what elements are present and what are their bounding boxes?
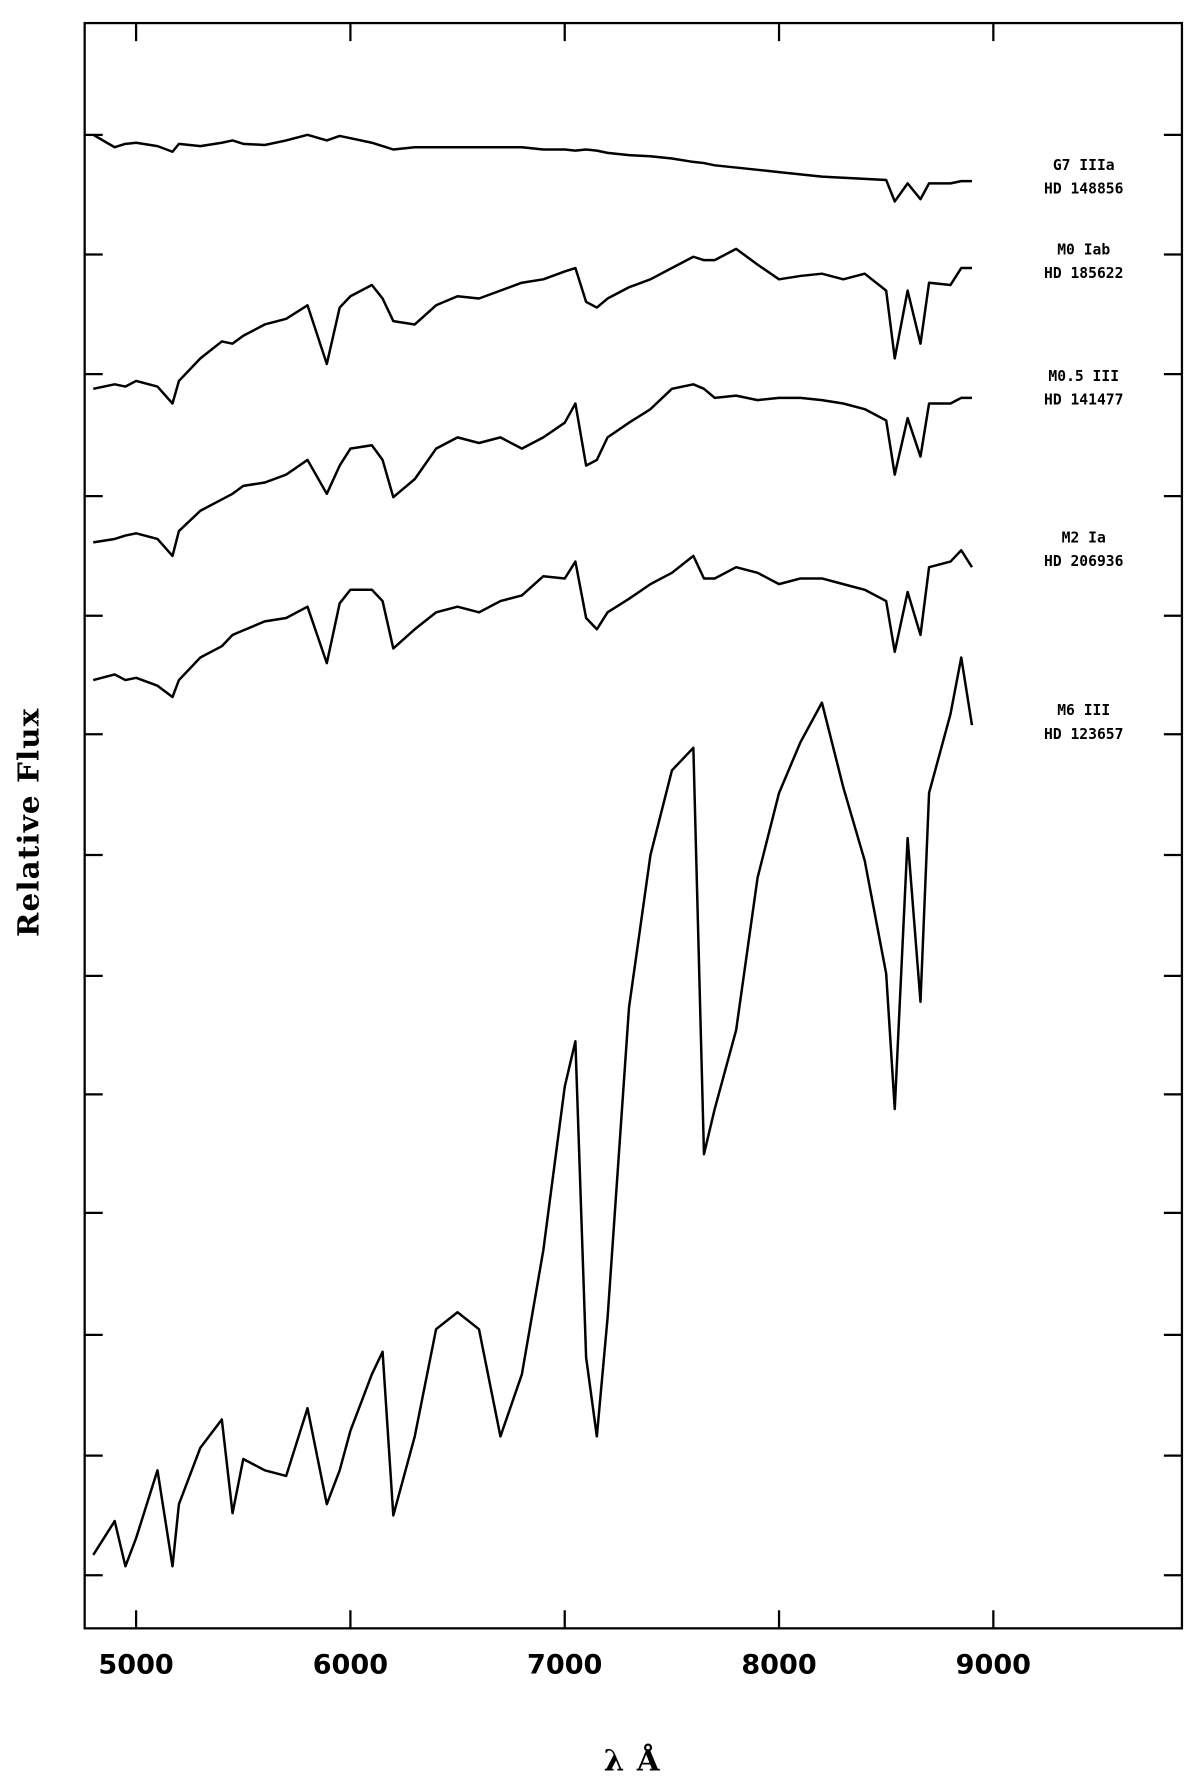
x-tick-label: 6000	[313, 1649, 388, 1680]
series-star: HD 141477	[1044, 392, 1123, 409]
series-star: HD 185622	[1044, 265, 1123, 282]
plot-frame	[83, 21, 1184, 1630]
series-star: HD 123657	[1044, 726, 1123, 743]
y-axis-title: Relative Flux	[10, 708, 45, 937]
series-star: HD 206936	[1044, 553, 1124, 570]
x-tick-label: 8000	[741, 1649, 816, 1680]
series-label: M2 Ia	[1062, 529, 1106, 546]
spectrum-line	[92, 247, 972, 405]
x-tick-label: 9000	[956, 1649, 1031, 1680]
x-tick-label: 5000	[98, 1649, 173, 1680]
spectrum-line	[92, 133, 972, 203]
series-label: M6 III	[1057, 702, 1110, 719]
series-label: G7 IIIa	[1053, 157, 1115, 174]
x-tick-label: 7000	[527, 1649, 602, 1680]
spectrum-line	[92, 656, 974, 1568]
series-label: M0 Iab	[1057, 241, 1110, 258]
spectrum-line	[92, 549, 974, 699]
x-axis-title: λ Å	[604, 1743, 661, 1778]
spectrum-line	[93, 383, 972, 558]
series-star: HD 148856	[1044, 181, 1124, 198]
series-label: M0.5 III	[1048, 368, 1119, 385]
